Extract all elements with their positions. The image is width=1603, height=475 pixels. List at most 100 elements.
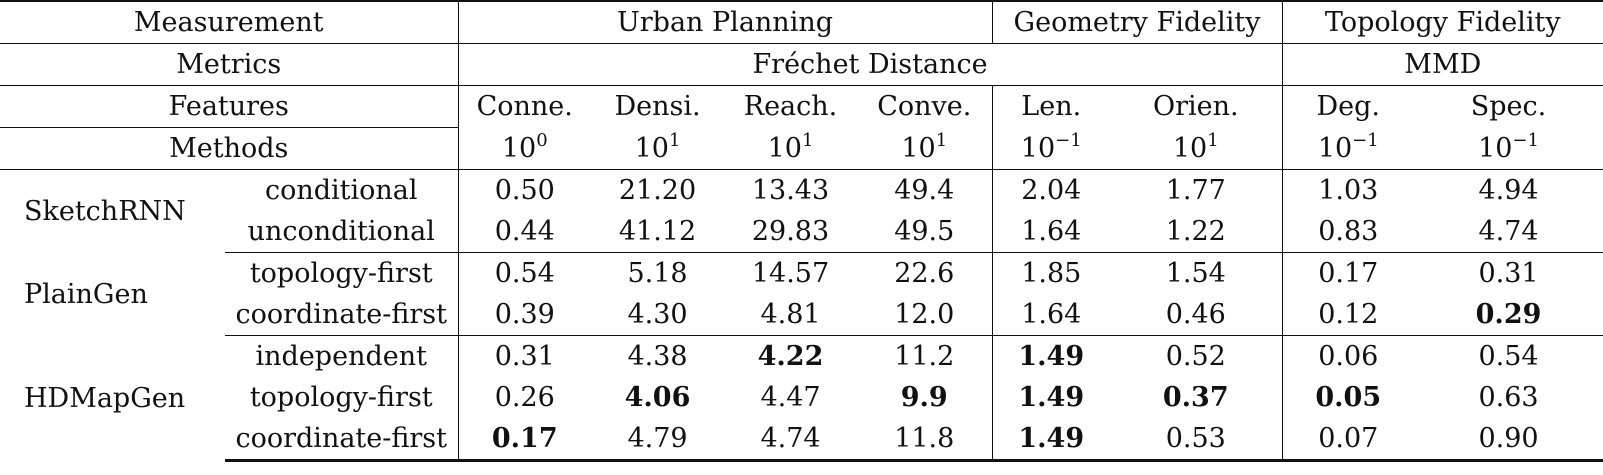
value-cell: 0.50 <box>494 175 555 206</box>
value-cell: 9.9 <box>857 377 993 418</box>
value-cell: 49.5 <box>857 211 993 253</box>
value-cell: 5.18 <box>627 258 688 289</box>
value-cell: 0.31 <box>1478 258 1539 289</box>
unit-base: 10 <box>1172 132 1208 164</box>
header-row-metrics: Metrics Fréchet Distance MMD <box>0 43 1603 86</box>
feature-header: Deg. <box>1316 91 1381 123</box>
group-geometry-fidelity: Geometry Fidelity <box>992 0 1283 44</box>
value-cell: 0.54 <box>494 258 555 289</box>
features-label: Features <box>0 85 459 128</box>
method-name: PlainGen <box>24 278 148 310</box>
value-cell: 0.90 <box>1414 418 1603 462</box>
table-row: SketchRNN conditional 0.50 21.20 13.43 49.4 2.… <box>0 169 1603 227</box>
value-cell: 4.22 <box>757 341 824 372</box>
metric-frechet-distance: Fréchet Distance <box>458 43 1283 86</box>
value-cell: 1.03 <box>1318 175 1379 206</box>
value-cell: 1.85 <box>1021 258 1082 289</box>
value-cell: 1.54 <box>1110 252 1283 294</box>
value-cell: 0.12 <box>1282 294 1415 336</box>
value-cell: 1.49 <box>1018 382 1085 413</box>
feature-header: Len. <box>1021 91 1082 123</box>
value-cell: 1.22 <box>1110 211 1283 253</box>
unit-exponent: 0 <box>536 129 548 151</box>
value-cell: 0.31 <box>494 341 555 372</box>
table-row: coordinate-first 0.17 4.79 4.74 11.8 1.49 0.53… <box>0 418 1603 462</box>
unit-exponent: 1 <box>801 129 814 151</box>
method-variant: topology-first <box>225 252 459 294</box>
value-cell: 4.81 <box>724 294 857 336</box>
value-cell: 11.2 <box>857 335 993 377</box>
value-cell: 0.07 <box>1282 418 1415 462</box>
value-cell: 4.94 <box>1478 175 1539 206</box>
table-row: PlainGen topology-first 0.54 5.18 14.57 22.6 1… <box>0 252 1603 310</box>
unit-exponent: 1 <box>668 129 681 151</box>
value-cell: 0.37 <box>1110 377 1283 418</box>
unit-label: 10−1 <box>1414 127 1603 170</box>
results-table: Measurement Urban Planning Geometry Fide… <box>0 0 1603 462</box>
value-cell: 0.63 <box>1478 382 1539 413</box>
value-cell: 0.52 <box>1110 335 1283 377</box>
unit-label: 101 <box>591 127 724 170</box>
value-cell: 0.39 <box>458 294 591 336</box>
group-topology-fidelity: Topology Fidelity <box>1282 0 1603 44</box>
feature-header: Reach. <box>743 91 838 123</box>
unit-exponent: 1 <box>935 129 948 151</box>
method-variant: coordinate-first <box>225 294 459 336</box>
value-cell: 4.74 <box>724 418 857 462</box>
value-cell: 49.4 <box>857 169 993 211</box>
value-cell: 22.6 <box>857 252 993 294</box>
value-cell: 0.29 <box>1414 294 1603 336</box>
unit-label: 10−1 <box>1282 127 1415 170</box>
method-variant: independent <box>225 335 459 377</box>
methods-label: Methods <box>0 127 459 170</box>
unit-base: 10 <box>767 132 802 164</box>
table-row: unconditional 0.44 41.12 29.83 49.5 1.64 1.22 0… <box>0 211 1603 253</box>
value-cell: 41.12 <box>591 211 724 253</box>
method-variant: conditional <box>225 169 459 211</box>
feature-header: Densi. <box>614 91 701 123</box>
value-cell: 1.49 <box>1018 341 1085 372</box>
unit-label: 100 <box>458 127 591 170</box>
unit-exponent: −1 <box>1352 129 1379 151</box>
unit-base: 10 <box>1317 132 1353 164</box>
header-row-features: Features Conne. Densi. Reach. Conve. Len… <box>0 85 1603 128</box>
unit-exponent: −1 <box>1512 129 1539 151</box>
feature-header: Orien. <box>1110 85 1283 128</box>
method-variant: coordinate-first <box>225 418 459 462</box>
value-cell: 4.47 <box>760 382 821 413</box>
value-cell: 0.17 <box>458 418 591 462</box>
value-cell: 0.17 <box>1318 258 1379 289</box>
value-cell: 1.64 <box>992 294 1110 336</box>
method-variant: unconditional <box>225 211 459 253</box>
value-cell: 4.79 <box>591 418 724 462</box>
value-cell: 12.0 <box>857 294 993 336</box>
value-cell: 1.64 <box>992 211 1110 253</box>
feature-header: Conve. <box>857 85 993 128</box>
value-cell: 4.06 <box>624 382 691 413</box>
value-cell: 14.57 <box>751 258 830 289</box>
unit-base: 10 <box>634 132 669 164</box>
header-row-methods: Methods 100 101 101 101 10−1 101 10−1 10−1 <box>0 127 1603 170</box>
unit-base: 10 <box>501 132 537 164</box>
value-cell: 21.20 <box>618 175 697 206</box>
value-cell: 0.44 <box>458 211 591 253</box>
feature-header: Spec. <box>1470 91 1547 123</box>
value-cell: 29.83 <box>724 211 857 253</box>
value-cell: 2.04 <box>1021 175 1082 206</box>
value-cell: 11.8 <box>857 418 993 462</box>
unit-base: 10 <box>1020 132 1056 164</box>
unit-base: 10 <box>901 132 936 164</box>
value-cell: 0.53 <box>1110 418 1283 462</box>
value-cell: 4.38 <box>627 341 688 372</box>
method-name: HDMapGen <box>24 382 186 414</box>
metrics-label: Metrics <box>0 43 459 86</box>
table-row: topology-first 0.26 4.06 4.47 9.9 1.49 0.37 0.0… <box>0 377 1603 418</box>
method-variant: topology-first <box>225 377 459 418</box>
measurement-label: Measurement <box>0 0 459 44</box>
value-cell: 1.77 <box>1110 169 1283 211</box>
value-cell: 0.06 <box>1318 341 1379 372</box>
unit-label: 10−1 <box>992 127 1110 170</box>
unit-label: 101 <box>724 127 857 170</box>
unit-exponent: 1 <box>1207 129 1219 151</box>
